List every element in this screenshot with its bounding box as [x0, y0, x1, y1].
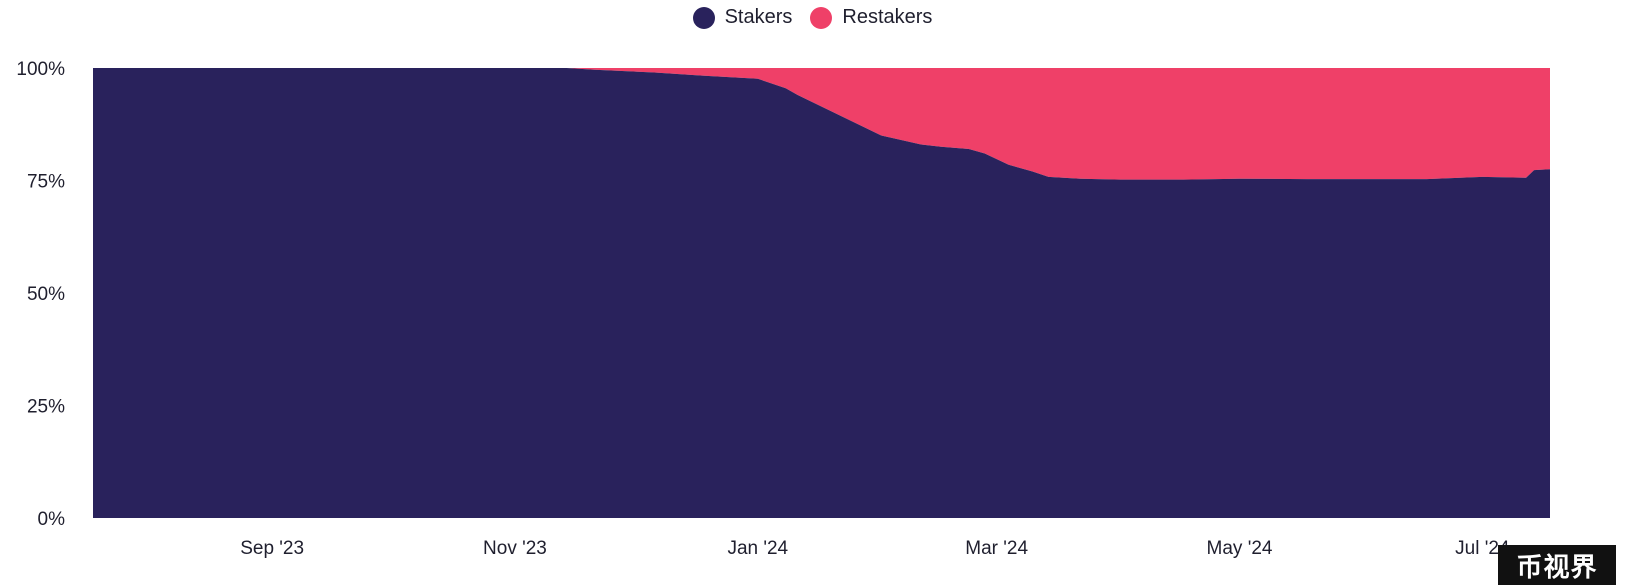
y-tick-label: 25% [27, 397, 65, 418]
legend-swatch-restakers [810, 6, 833, 29]
x-tick-label: Jan '24 [727, 538, 788, 559]
area-restakers[interactable] [93, 68, 1550, 180]
x-tick-label: Nov '23 [483, 538, 547, 559]
legend-item-restakers[interactable]: Restakers [810, 6, 932, 29]
legend: Stakers Restakers [0, 6, 1625, 29]
legend-item-stakers[interactable]: Stakers [692, 6, 793, 29]
legend-label-restakers: Restakers [842, 6, 933, 28]
legend-label-stakers: Stakers [724, 6, 793, 28]
y-tick-label: 75% [27, 172, 65, 193]
x-tick-label: Sep '23 [240, 538, 304, 559]
y-tick-label: 0% [38, 509, 66, 530]
x-tick-label: May '24 [1207, 538, 1273, 559]
x-tick-label: Mar '24 [965, 538, 1028, 559]
y-tick-label: 50% [27, 284, 65, 305]
legend-swatch-stakers [692, 6, 715, 29]
y-tick-label: 100% [16, 59, 65, 80]
area-stakers[interactable] [93, 68, 1550, 518]
watermark-logo: 币视界 [1498, 545, 1616, 585]
x-tick-label: Jul '24 [1455, 538, 1510, 559]
